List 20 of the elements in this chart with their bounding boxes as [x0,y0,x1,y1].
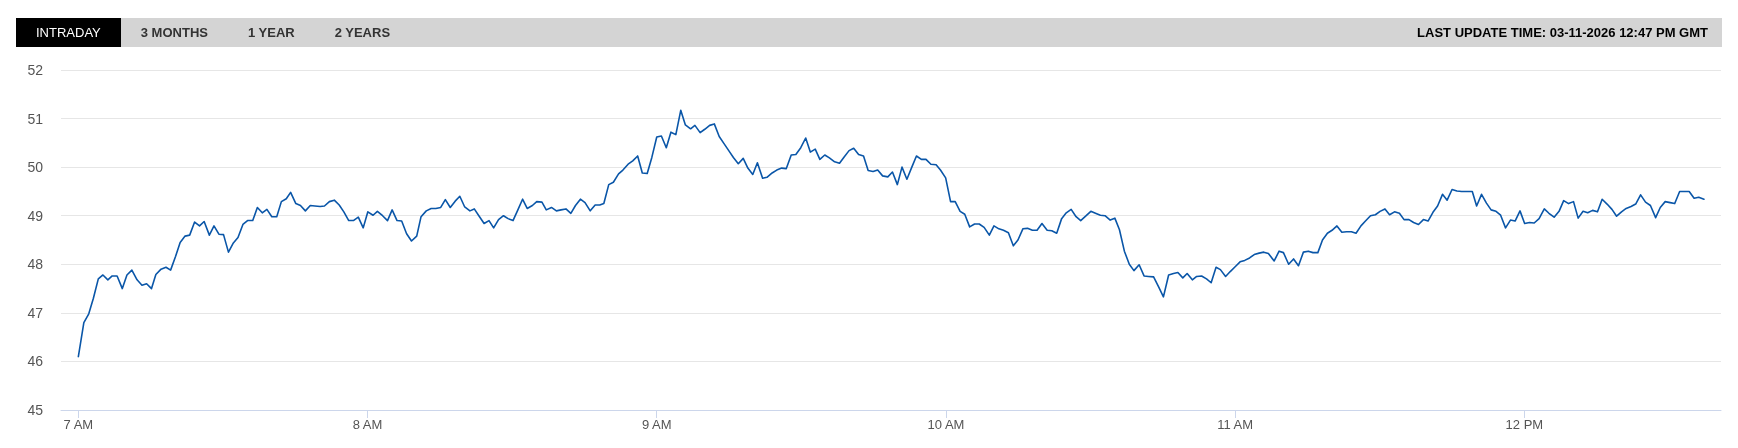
y-tick-label: 45 [27,402,44,418]
x-tick-label: 12 PM [1505,417,1544,432]
x-tick-label: 10 AM [927,417,965,432]
y-tick-label: 51 [27,110,44,127]
x-tick-label: 8 AM [352,417,383,432]
y-tick-label: 46 [27,353,44,370]
text: 3 MONTHS [139,24,209,42]
x-tick-label: 11 AM [1217,417,1254,432]
y-tick-label: 50 [27,159,44,176]
y-tick-label: 47 [27,304,44,321]
text: INTRADAY [16,18,121,47]
text: 2 YEARS [333,24,392,42]
y-tick-label: 48 [27,256,44,273]
y-tick-label: 49 [27,207,44,224]
line-series [77,109,1705,358]
text: 1 YEAR [246,24,296,42]
y-tick-label: 52 [27,62,44,78]
x-tick-label: 7 AM [63,417,94,432]
x-tick-label: 9 AM [641,417,672,432]
text: LAST UPDATE TIME: 03-11-2026 12:47 PM GMT [1417,25,1709,40]
